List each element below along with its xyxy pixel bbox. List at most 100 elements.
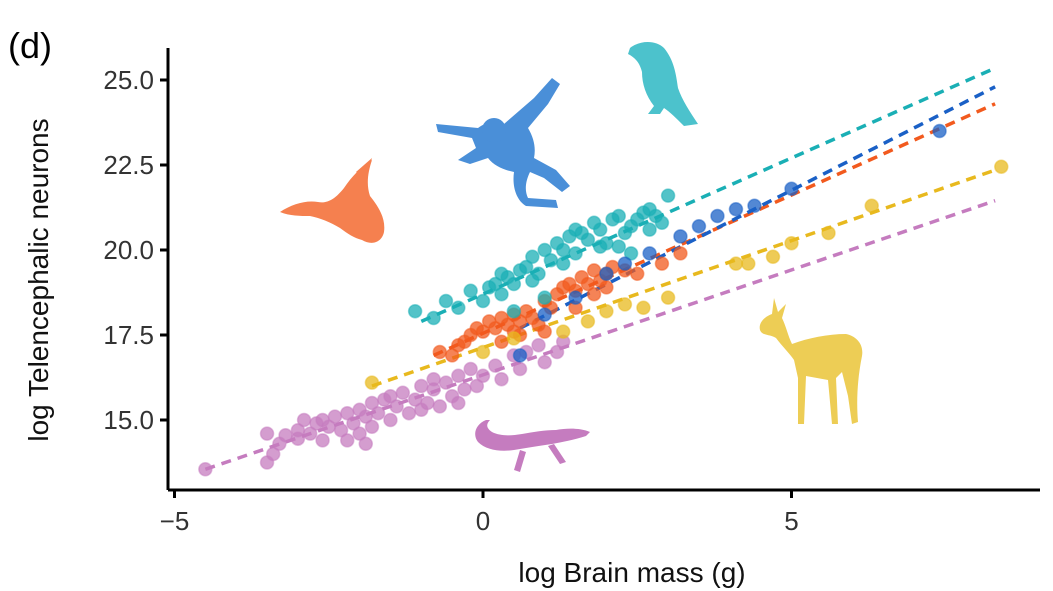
point-birds-neoaves — [592, 222, 608, 237]
fit-line-ungulates — [371, 168, 996, 388]
point-reptiles — [364, 419, 380, 435]
crow-silhouette-icon — [628, 42, 698, 126]
point-birds-neoaves — [568, 246, 583, 261]
point-ungulates — [555, 324, 571, 339]
point-birds-galloanserae — [457, 334, 472, 350]
point-birds-neoaves — [654, 215, 670, 231]
point-ungulates — [741, 256, 756, 271]
point-birds-neoaves — [463, 283, 478, 299]
point-reptiles — [278, 428, 293, 443]
point-birds-galloanserae — [586, 286, 602, 302]
point-reptiles — [358, 436, 374, 452]
point-reptiles — [383, 388, 398, 404]
point-primates — [599, 266, 614, 282]
tick-labels: −5 0 5 15.0 17.5 20.0 22.5 25.0 — [103, 65, 798, 536]
point-reptiles — [463, 361, 478, 377]
point-reptiles — [512, 361, 528, 377]
gazelle-silhouette-icon — [759, 298, 863, 424]
axes — [166, 48, 1040, 492]
lizard-silhouette-icon — [475, 420, 590, 472]
point-reptiles — [296, 412, 312, 428]
point-ungulates — [994, 159, 1009, 174]
x-tick-label: −5 — [160, 506, 190, 536]
data-points — [198, 123, 1009, 477]
point-birds-galloanserae — [630, 266, 645, 282]
point-primates — [537, 307, 552, 322]
point-reptiles — [370, 405, 386, 421]
point-ungulates — [364, 375, 380, 390]
point-birds-neoaves — [407, 303, 423, 319]
y-axis-title: log Telencephalic neurons — [23, 118, 54, 441]
point-reptiles — [457, 382, 472, 397]
y-tick-label: 20.0 — [103, 235, 154, 265]
x-tick-label: 5 — [784, 506, 798, 536]
point-reptiles — [438, 375, 454, 390]
point-reptiles — [383, 412, 398, 428]
point-reptiles — [488, 358, 503, 373]
point-ungulates — [728, 256, 744, 271]
point-birds-neoaves — [438, 293, 454, 309]
point-birds-neoaves — [494, 266, 509, 282]
point-primates — [747, 198, 762, 214]
point-reptiles — [198, 462, 213, 477]
point-birds-neoaves — [481, 280, 497, 295]
point-ungulates — [765, 249, 781, 265]
point-ungulates — [617, 297, 633, 312]
point-reptiles — [426, 371, 441, 387]
point-reptiles — [451, 368, 466, 384]
point-birds-neoaves — [537, 290, 552, 305]
point-reptiles — [420, 395, 435, 411]
point-primates — [691, 218, 707, 234]
point-reptiles — [531, 337, 546, 353]
point-reptiles — [315, 433, 330, 448]
point-reptiles — [265, 446, 281, 462]
point-ungulates — [821, 225, 836, 241]
point-reptiles — [395, 385, 411, 401]
point-birds-galloanserae — [654, 256, 670, 271]
point-primates — [568, 290, 583, 305]
point-birds-neoaves — [568, 222, 583, 237]
point-ungulates — [660, 290, 676, 305]
point-primates — [784, 181, 799, 197]
point-ungulates — [580, 314, 596, 329]
point-birds-neoaves — [525, 273, 540, 288]
point-birds-neoaves — [592, 239, 608, 254]
y-tick-label: 22.5 — [103, 150, 154, 180]
point-birds-galloanserae — [537, 324, 552, 339]
point-birds-neoaves — [611, 239, 626, 254]
point-birds-neoaves — [525, 249, 540, 265]
point-ungulates — [506, 331, 522, 346]
y-tick-label: 15.0 — [103, 405, 154, 435]
point-birds-neoaves — [642, 222, 657, 237]
point-birds-neoaves — [611, 208, 626, 224]
y-tick-label: 17.5 — [103, 320, 154, 350]
point-birds-galloanserae — [599, 280, 614, 295]
point-ungulates — [784, 235, 799, 251]
point-birds-neoaves — [660, 188, 676, 203]
point-birds-galloanserae — [673, 246, 688, 261]
point-birds-neoaves — [506, 303, 522, 319]
point-primates — [728, 201, 744, 217]
point-reptiles — [401, 405, 417, 421]
point-birds-galloanserae — [494, 334, 509, 350]
point-reptiles — [475, 368, 491, 384]
point-primates — [673, 229, 688, 244]
point-birds-galloanserae — [432, 344, 448, 360]
duck-silhouette-icon — [280, 158, 385, 243]
point-reptiles — [537, 354, 552, 370]
point-primates — [512, 348, 528, 363]
point-birds-neoaves — [543, 252, 559, 268]
point-birds-neoaves — [451, 300, 466, 316]
point-birds-neoaves — [580, 232, 596, 248]
point-birds-neoaves — [555, 256, 571, 271]
point-reptiles — [414, 378, 429, 394]
point-birds-neoaves — [426, 310, 441, 326]
point-reptiles — [432, 399, 448, 414]
point-ungulates — [599, 303, 614, 319]
panel-label: (d) — [8, 25, 52, 66]
point-birds-neoaves — [555, 242, 571, 258]
y-tick-label: 25.0 — [103, 65, 154, 95]
point-ungulates — [864, 198, 879, 214]
point-ungulates — [475, 344, 491, 360]
